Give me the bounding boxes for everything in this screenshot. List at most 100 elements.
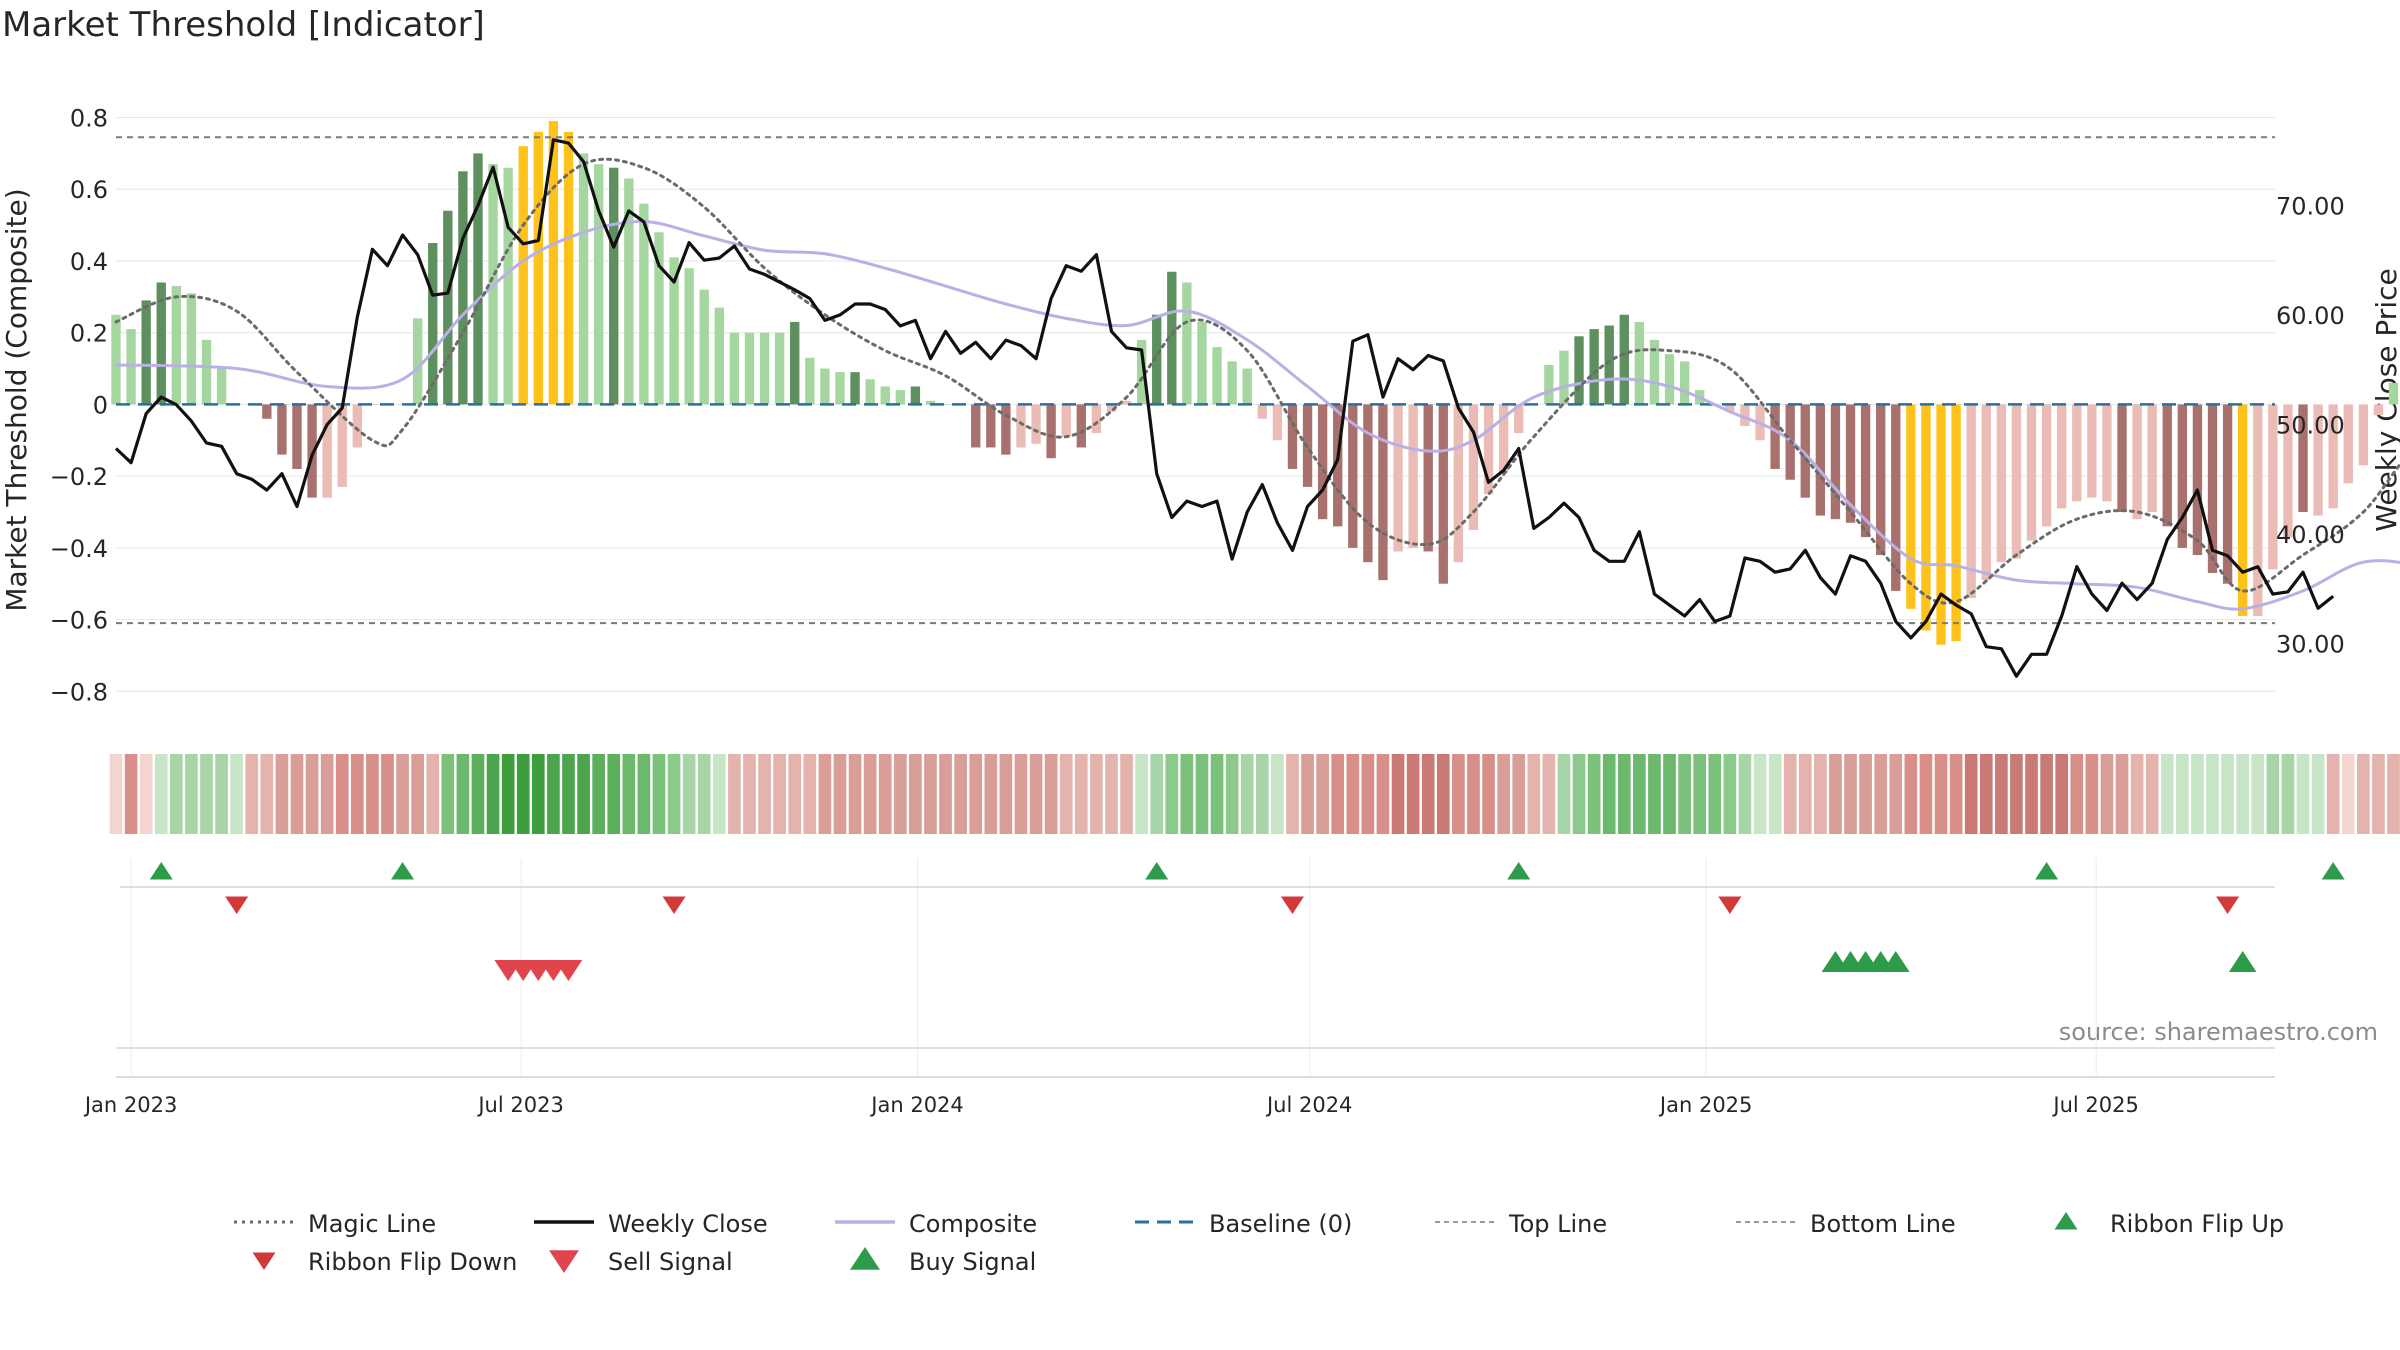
- ribbon-cell: [1633, 754, 1646, 834]
- composite-bar: [171, 286, 182, 405]
- ribbon-cell: [1376, 754, 1390, 834]
- y-left-tick-label: 0.6: [70, 176, 108, 204]
- ribbon-cell: [848, 754, 862, 834]
- legend-label: Magic Line: [308, 1210, 436, 1238]
- ribbon-cell: [999, 754, 1013, 834]
- composite-bar: [2253, 404, 2263, 616]
- ribbon-cell: [2010, 754, 2023, 834]
- ribbon-cell: [939, 754, 952, 834]
- ribbon-cell: [803, 754, 817, 834]
- composite-bar: [141, 300, 151, 405]
- composite-bar: [2117, 404, 2127, 512]
- ribbon-cell: [124, 754, 138, 834]
- ribbon-cell: [969, 754, 983, 834]
- y-right-tick-label: 50.00: [2276, 411, 2345, 439]
- composite-bar: [910, 386, 921, 405]
- composite-bar: [2343, 404, 2353, 484]
- composite-bar: [578, 153, 589, 405]
- ribbon-cell: [1889, 754, 1903, 834]
- ribbon-cell: [1753, 754, 1767, 834]
- y-left-tick-label: 0.4: [70, 248, 108, 276]
- ribbon-cell: [712, 754, 726, 834]
- composite-bar: [925, 400, 936, 405]
- composite-bar: [458, 171, 468, 405]
- composite-bar: [2298, 404, 2308, 512]
- composite-bar: [624, 178, 634, 405]
- composite-bar: [1453, 404, 1464, 563]
- ribbon-cell: [471, 754, 485, 834]
- composite-bar: [1152, 314, 1162, 405]
- chart-lines: [114, 136, 2400, 678]
- ribbon-cell: [1874, 754, 1888, 834]
- composite-bar: [1514, 404, 1524, 434]
- composite-bar: [684, 268, 694, 405]
- chart-title: Market Threshold [Indicator]: [2, 5, 485, 45]
- ribbon-cell: [154, 754, 168, 834]
- composite-bar: [2373, 404, 2384, 416]
- ribbon-strip: [109, 754, 2400, 834]
- composite-bar: [2177, 404, 2188, 548]
- composite-bar: [1664, 354, 1675, 405]
- ribbon-cell: [682, 754, 696, 834]
- composite-bar: [639, 203, 649, 405]
- composite-bar: [2222, 404, 2233, 584]
- ribbon-flip-up-marker: [391, 862, 415, 880]
- ribbon-cell: [1859, 754, 1872, 834]
- y-left-tick-label: −0.6: [50, 607, 108, 635]
- ribbon-flip-up-marker: [2321, 862, 2345, 880]
- composite-bar: [699, 289, 709, 405]
- composite-bar: [2192, 404, 2203, 556]
- composite-bar: [2072, 404, 2082, 502]
- ribbon-cell: [1074, 754, 1088, 834]
- ribbon-cell: [396, 754, 409, 834]
- ribbon-cell: [486, 754, 500, 834]
- composite-bar: [654, 232, 664, 405]
- buy-signal-marker: [2228, 951, 2257, 972]
- ribbon-cell: [1301, 754, 1314, 834]
- composite-bar: [1167, 271, 1177, 405]
- ribbon-cell: [305, 754, 319, 834]
- ribbon-cell: [1949, 754, 1963, 834]
- ribbon-cell: [1844, 754, 1857, 834]
- composite-bar: [1046, 404, 1056, 459]
- composite-bar: [805, 357, 815, 405]
- ribbon-cell: [1738, 754, 1752, 834]
- composite-bar: [1106, 404, 1117, 412]
- ribbon-cell: [1979, 754, 1993, 834]
- ribbon-cell: [335, 754, 349, 834]
- ribbon-flip-up-marker: [2035, 862, 2059, 880]
- ribbon-cell: [2160, 754, 2174, 834]
- ribbon-cell: [260, 754, 274, 834]
- ribbon-cell: [456, 754, 470, 834]
- y-left-tick-label: 0.8: [70, 105, 108, 133]
- composite-bar: [669, 257, 679, 405]
- ribbon-cell: [2296, 754, 2310, 834]
- ribbon-cell: [1346, 754, 1360, 834]
- ribbon-cell: [893, 754, 907, 834]
- ribbon-cell: [1105, 754, 1118, 834]
- composite-bar: [820, 368, 830, 405]
- composite-bar: [443, 210, 453, 405]
- ribbon-cell: [230, 754, 243, 834]
- ribbon-cell: [2025, 754, 2038, 834]
- ribbon-cell: [2145, 754, 2159, 834]
- ribbon-cell: [1135, 754, 1148, 834]
- ribbon-cell: [2266, 754, 2280, 834]
- composite-bar: [1317, 404, 1328, 520]
- ribbon-cell: [562, 754, 575, 834]
- ribbon-cell: [2100, 754, 2114, 834]
- composite-bar: [1830, 404, 1841, 520]
- ribbon-cell: [1587, 754, 1601, 834]
- ribbon-cell: [1271, 754, 1284, 834]
- composite-bar: [337, 404, 347, 487]
- x-tick-label: Jan 2024: [869, 1093, 964, 1117]
- ribbon-flip-down-marker: [2216, 896, 2240, 914]
- composite-bar: [2162, 404, 2172, 527]
- composite-bar: [1212, 347, 1222, 405]
- composite-bar: [262, 404, 272, 419]
- composite-bar: [111, 314, 121, 405]
- composite-bar: [759, 332, 770, 405]
- ribbon-cell: [984, 754, 998, 834]
- ribbon-cell: [320, 754, 334, 834]
- ribbon-cell: [577, 754, 590, 834]
